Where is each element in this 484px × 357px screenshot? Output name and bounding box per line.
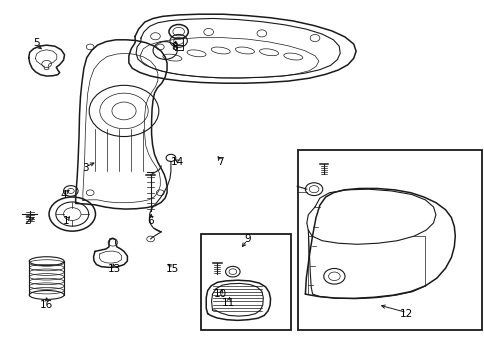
Text: 16: 16 (40, 300, 53, 310)
Text: 2: 2 (24, 216, 30, 226)
Text: 4: 4 (60, 190, 67, 200)
Text: 9: 9 (243, 234, 250, 244)
Text: 5: 5 (33, 38, 40, 48)
Text: 12: 12 (399, 309, 413, 319)
Text: 3: 3 (82, 163, 89, 173)
Text: 14: 14 (170, 157, 183, 167)
Text: 1: 1 (62, 216, 69, 226)
Bar (201, 233, 290, 330)
Text: 8: 8 (171, 42, 178, 52)
Text: 6: 6 (147, 216, 153, 226)
Text: 13: 13 (107, 264, 121, 274)
Text: 7: 7 (217, 157, 224, 167)
Text: 10: 10 (214, 289, 227, 299)
Text: 11: 11 (221, 298, 234, 308)
Text: 15: 15 (166, 264, 179, 274)
Bar (298, 150, 481, 330)
